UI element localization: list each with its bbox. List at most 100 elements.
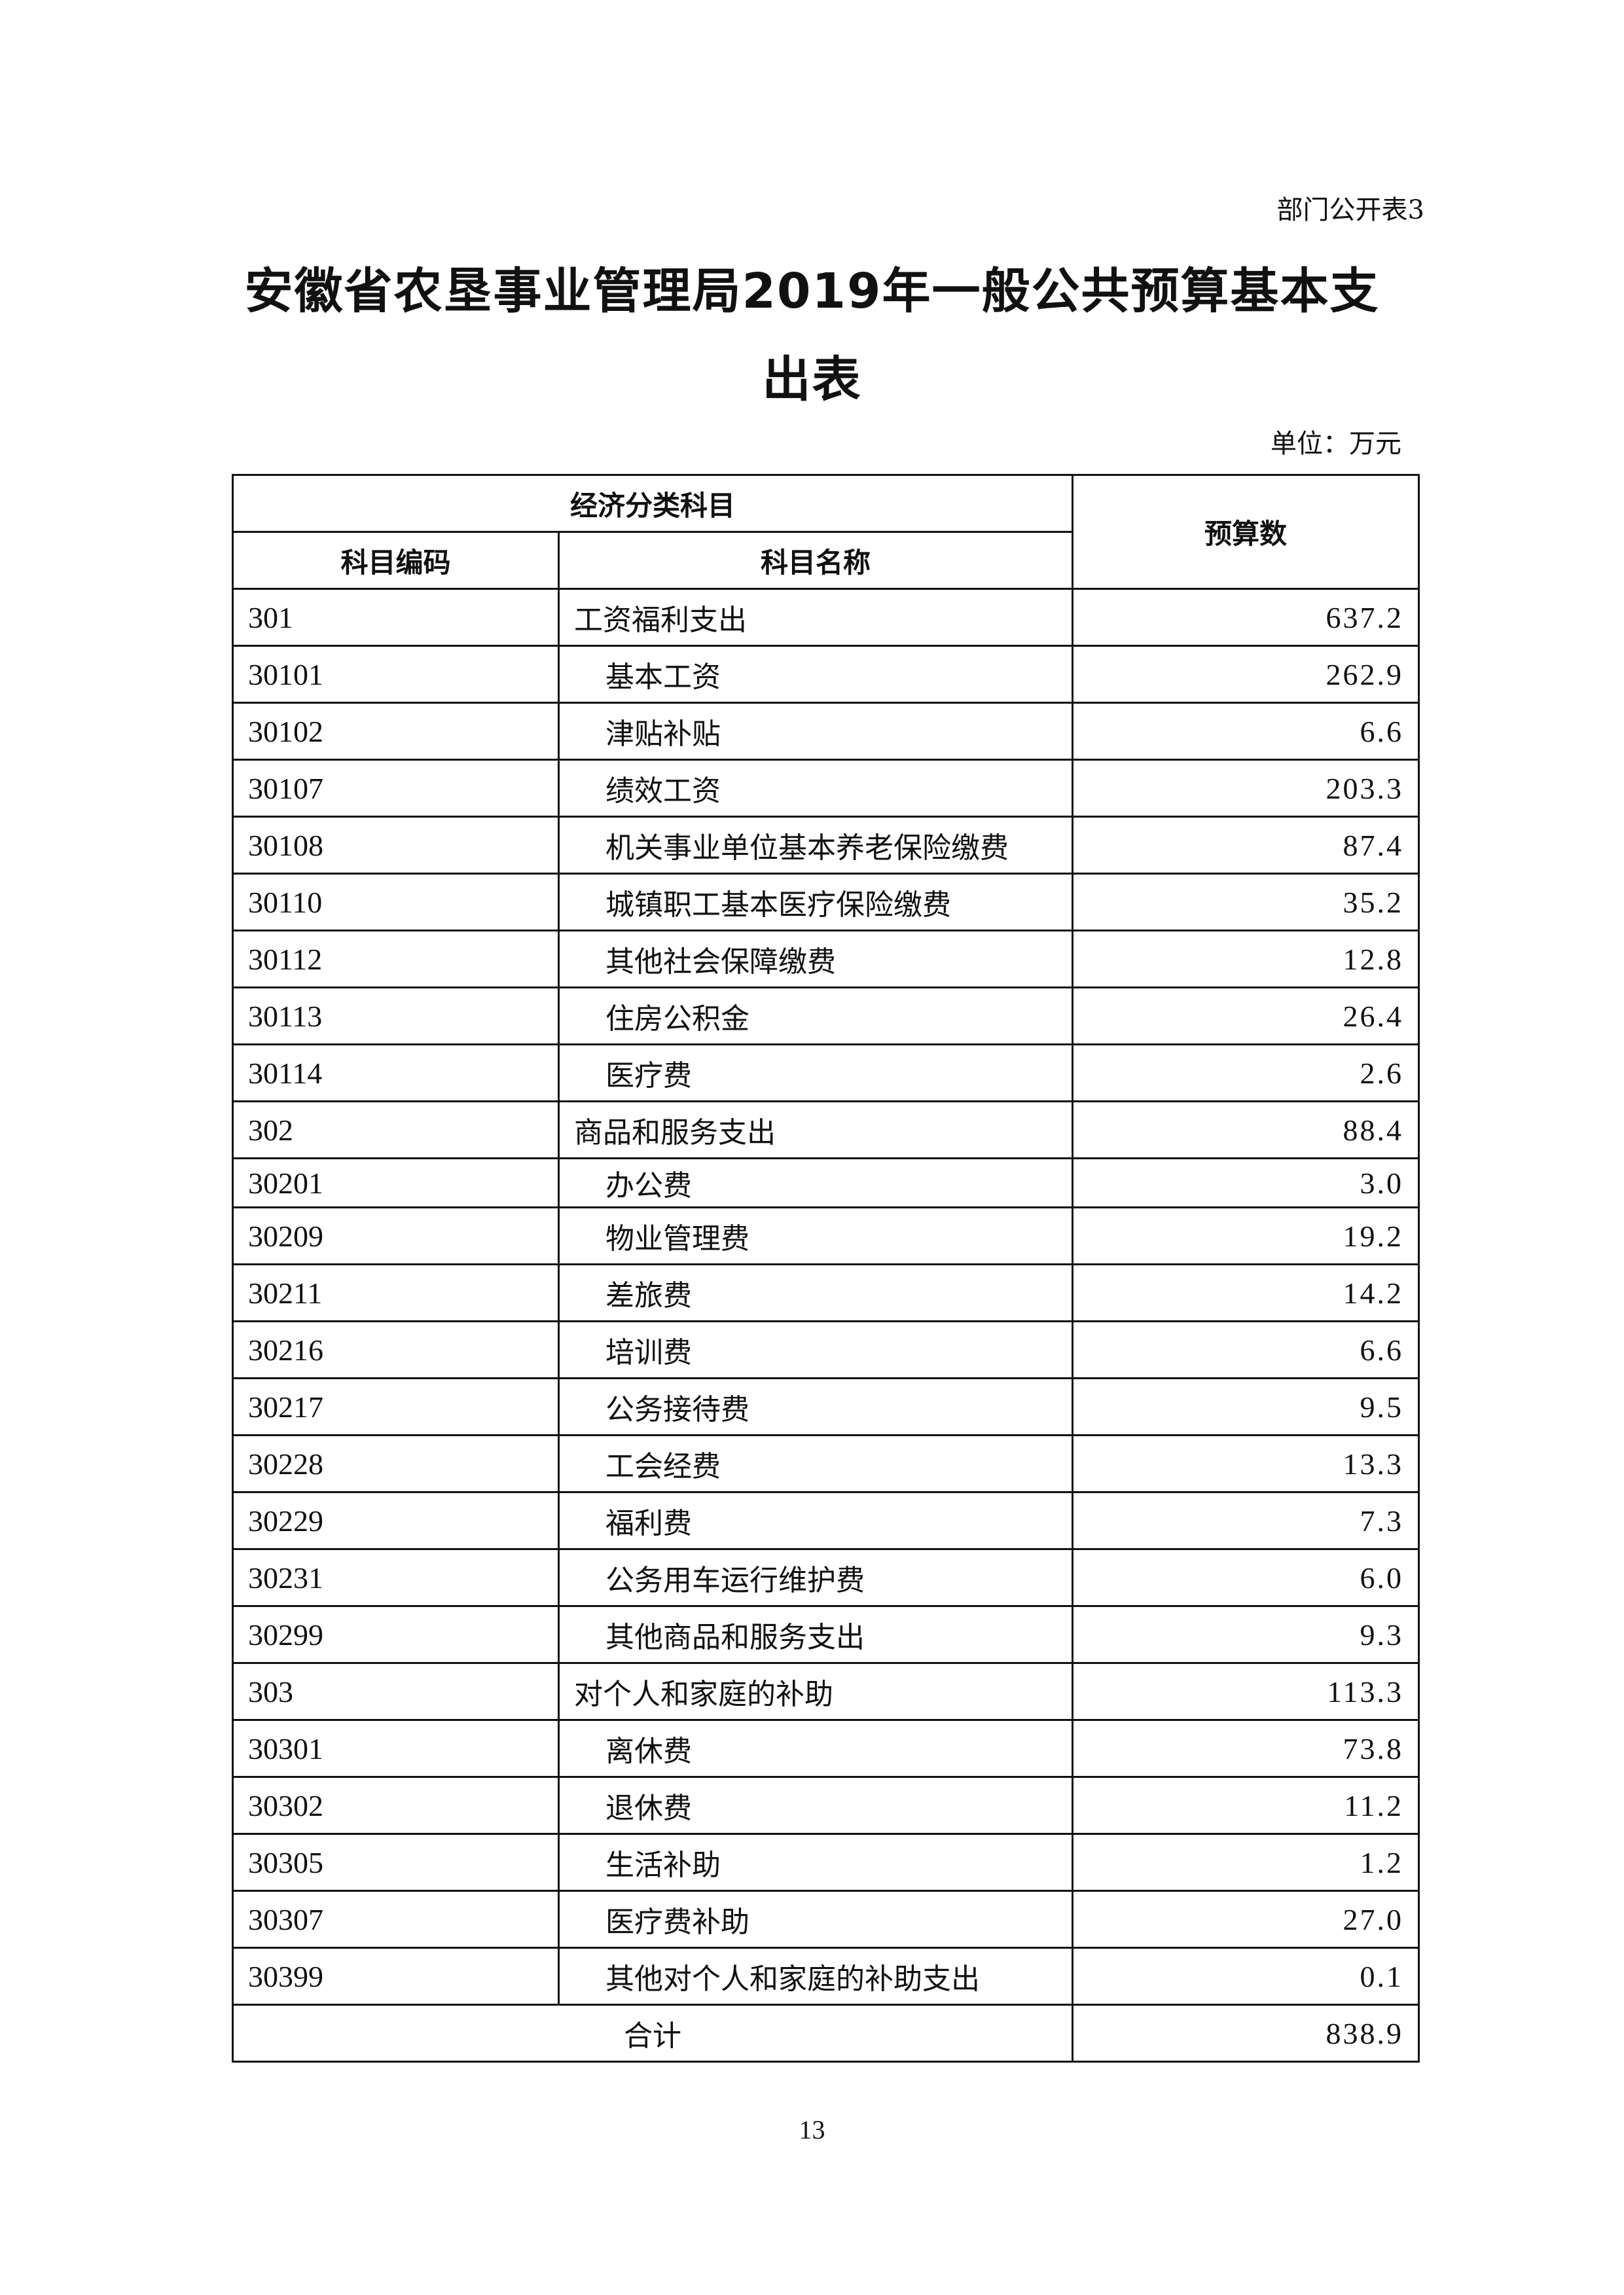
row-name: 生活补助 bbox=[557, 1833, 1074, 1892]
row-name: 住房公积金 bbox=[557, 986, 1074, 1045]
row-name: 离休费 bbox=[557, 1719, 1074, 1778]
row-code: 30231 bbox=[232, 1548, 560, 1607]
row-name: 基本工资 bbox=[557, 645, 1074, 704]
row-value: 9.5 bbox=[1072, 1377, 1420, 1436]
row-name: 公务接待费 bbox=[557, 1377, 1074, 1436]
row-value: 19.2 bbox=[1072, 1206, 1420, 1265]
row-code: 30113 bbox=[232, 986, 560, 1045]
row-name: 城镇职工基本医疗保险缴费 bbox=[557, 873, 1074, 931]
unit-label: 单位：万元 bbox=[1271, 429, 1401, 459]
row-value: 35.2 bbox=[1072, 873, 1420, 931]
row-name: 办公费 bbox=[557, 1157, 1074, 1208]
row-value: 87.4 bbox=[1072, 816, 1420, 875]
row-code: 301 bbox=[232, 588, 560, 647]
row-value: 0.1 bbox=[1072, 1947, 1420, 2006]
row-name: 物业管理费 bbox=[557, 1206, 1074, 1265]
row-code: 30110 bbox=[232, 873, 560, 931]
row-value: 2.6 bbox=[1072, 1043, 1420, 1102]
row-name: 其他对个人和家庭的补助支出 bbox=[557, 1947, 1074, 2006]
row-code: 30301 bbox=[232, 1719, 560, 1778]
header-code: 科目编码 bbox=[232, 531, 560, 590]
row-value: 7.3 bbox=[1072, 1491, 1420, 1550]
row-value: 26.4 bbox=[1072, 986, 1420, 1045]
table-row: 303 对个人和家庭的补助 113.3 bbox=[232, 1662, 1420, 1721]
row-value: 88.4 bbox=[1072, 1100, 1420, 1159]
table-row: 30201 办公费 3.0 bbox=[232, 1157, 1420, 1208]
page-title-line1: 安徽省农垦事业管理局2019年一般公共预算基本支 bbox=[244, 263, 1380, 319]
table-row: 30102 津贴补贴 6.6 bbox=[232, 702, 1420, 761]
page-number: 13 bbox=[799, 2115, 825, 2144]
table-row: 30229 福利费 7.3 bbox=[232, 1491, 1420, 1550]
table-row: 302 商品和服务支出 88.4 bbox=[232, 1100, 1420, 1159]
table-row: 30113 住房公积金 26.4 bbox=[232, 986, 1420, 1045]
row-code: 30229 bbox=[232, 1491, 560, 1550]
row-value: 113.3 bbox=[1072, 1662, 1420, 1721]
row-code: 30217 bbox=[232, 1377, 560, 1436]
table-row: 30114 医疗费 2.6 bbox=[232, 1043, 1420, 1102]
row-value: 3.0 bbox=[1072, 1157, 1420, 1208]
table-body: 301 工资福利支出 637.2 30101 基本工资 262.9 30102 津贴补贴 6.6… bbox=[232, 588, 1420, 2006]
row-name: 工会经费 bbox=[557, 1434, 1074, 1493]
row-name: 工资福利支出 bbox=[557, 588, 1074, 647]
row-value: 9.3 bbox=[1072, 1605, 1420, 1664]
row-name: 商品和服务支出 bbox=[557, 1100, 1074, 1159]
budget-table: 经济分类科目 预算数 科目编码 科目名称 301 工资福利支出 637.2 30101… bbox=[231, 474, 1420, 2063]
table-row: 30302 退休费 11.2 bbox=[232, 1776, 1420, 1835]
total-row: 合计 838.9 bbox=[231, 2004, 1420, 2063]
row-value: 262.9 bbox=[1072, 645, 1420, 704]
table-row: 30211 差旅费 14.2 bbox=[232, 1263, 1420, 1322]
table-row: 30107 绩效工资 203.3 bbox=[232, 759, 1420, 818]
row-name: 津贴补贴 bbox=[557, 702, 1074, 761]
row-name: 差旅费 bbox=[557, 1263, 1074, 1322]
row-code: 30112 bbox=[232, 930, 560, 988]
row-code: 30302 bbox=[232, 1776, 560, 1835]
row-value: 13.3 bbox=[1072, 1434, 1420, 1493]
total-label: 合计 bbox=[231, 2004, 1074, 2063]
table-row: 30299 其他商品和服务支出 9.3 bbox=[232, 1605, 1420, 1664]
table-row: 30217 公务接待费 9.5 bbox=[232, 1377, 1420, 1436]
row-code: 303 bbox=[232, 1662, 560, 1721]
row-name: 对个人和家庭的补助 bbox=[557, 1662, 1074, 1721]
table-row: 30305 生活补助 1.2 bbox=[232, 1833, 1420, 1892]
row-code: 30101 bbox=[232, 645, 560, 704]
row-value: 6.6 bbox=[1072, 702, 1420, 761]
row-code: 30201 bbox=[232, 1157, 560, 1208]
row-value: 6.0 bbox=[1072, 1548, 1420, 1607]
table-row: 30231 公务用车运行维护费 6.0 bbox=[232, 1548, 1420, 1607]
row-name: 培训费 bbox=[557, 1320, 1074, 1379]
row-value: 12.8 bbox=[1072, 930, 1420, 988]
total-value: 838.9 bbox=[1072, 2004, 1420, 2063]
row-code: 30107 bbox=[232, 759, 560, 818]
table-row: 30307 医疗费补助 27.0 bbox=[232, 1890, 1420, 1949]
header-name: 科目名称 bbox=[557, 531, 1074, 590]
row-code: 30305 bbox=[232, 1833, 560, 1892]
row-value: 73.8 bbox=[1072, 1719, 1420, 1778]
row-value: 1.2 bbox=[1072, 1833, 1420, 1892]
row-code: 302 bbox=[232, 1100, 560, 1159]
table-row: 30101 基本工资 262.9 bbox=[232, 645, 1420, 704]
row-name: 绩效工资 bbox=[557, 759, 1074, 818]
row-value: 14.2 bbox=[1072, 1263, 1420, 1322]
table-row: 30216 培训费 6.6 bbox=[232, 1320, 1420, 1379]
row-value: 27.0 bbox=[1072, 1890, 1420, 1949]
row-value: 11.2 bbox=[1072, 1776, 1420, 1835]
header-value: 预算数 bbox=[1072, 474, 1420, 590]
table-row: 30228 工会经费 13.3 bbox=[232, 1434, 1420, 1493]
row-code: 30114 bbox=[232, 1043, 560, 1102]
row-name: 其他社会保障缴费 bbox=[557, 930, 1074, 988]
table-row: 30399 其他对个人和家庭的补助支出 0.1 bbox=[232, 1947, 1420, 2006]
row-code: 30299 bbox=[232, 1605, 560, 1664]
table-row: 30110 城镇职工基本医疗保险缴费 35.2 bbox=[232, 873, 1420, 931]
row-name: 其他商品和服务支出 bbox=[557, 1605, 1074, 1664]
header-group: 经济分类科目 bbox=[231, 474, 1074, 533]
row-name: 医疗费补助 bbox=[557, 1890, 1074, 1949]
row-value: 6.6 bbox=[1072, 1320, 1420, 1379]
row-value: 637.2 bbox=[1072, 588, 1420, 647]
table-row: 30209 物业管理费 19.2 bbox=[232, 1206, 1420, 1265]
row-code: 30108 bbox=[232, 816, 560, 875]
row-code: 30209 bbox=[232, 1206, 560, 1265]
document-label: 部门公开表3 bbox=[1276, 195, 1424, 225]
row-code: 30228 bbox=[232, 1434, 560, 1493]
table-row: 30108 机关事业单位基本养老保险缴费 87.4 bbox=[232, 816, 1420, 875]
page-title-line2: 出表 bbox=[762, 352, 862, 408]
